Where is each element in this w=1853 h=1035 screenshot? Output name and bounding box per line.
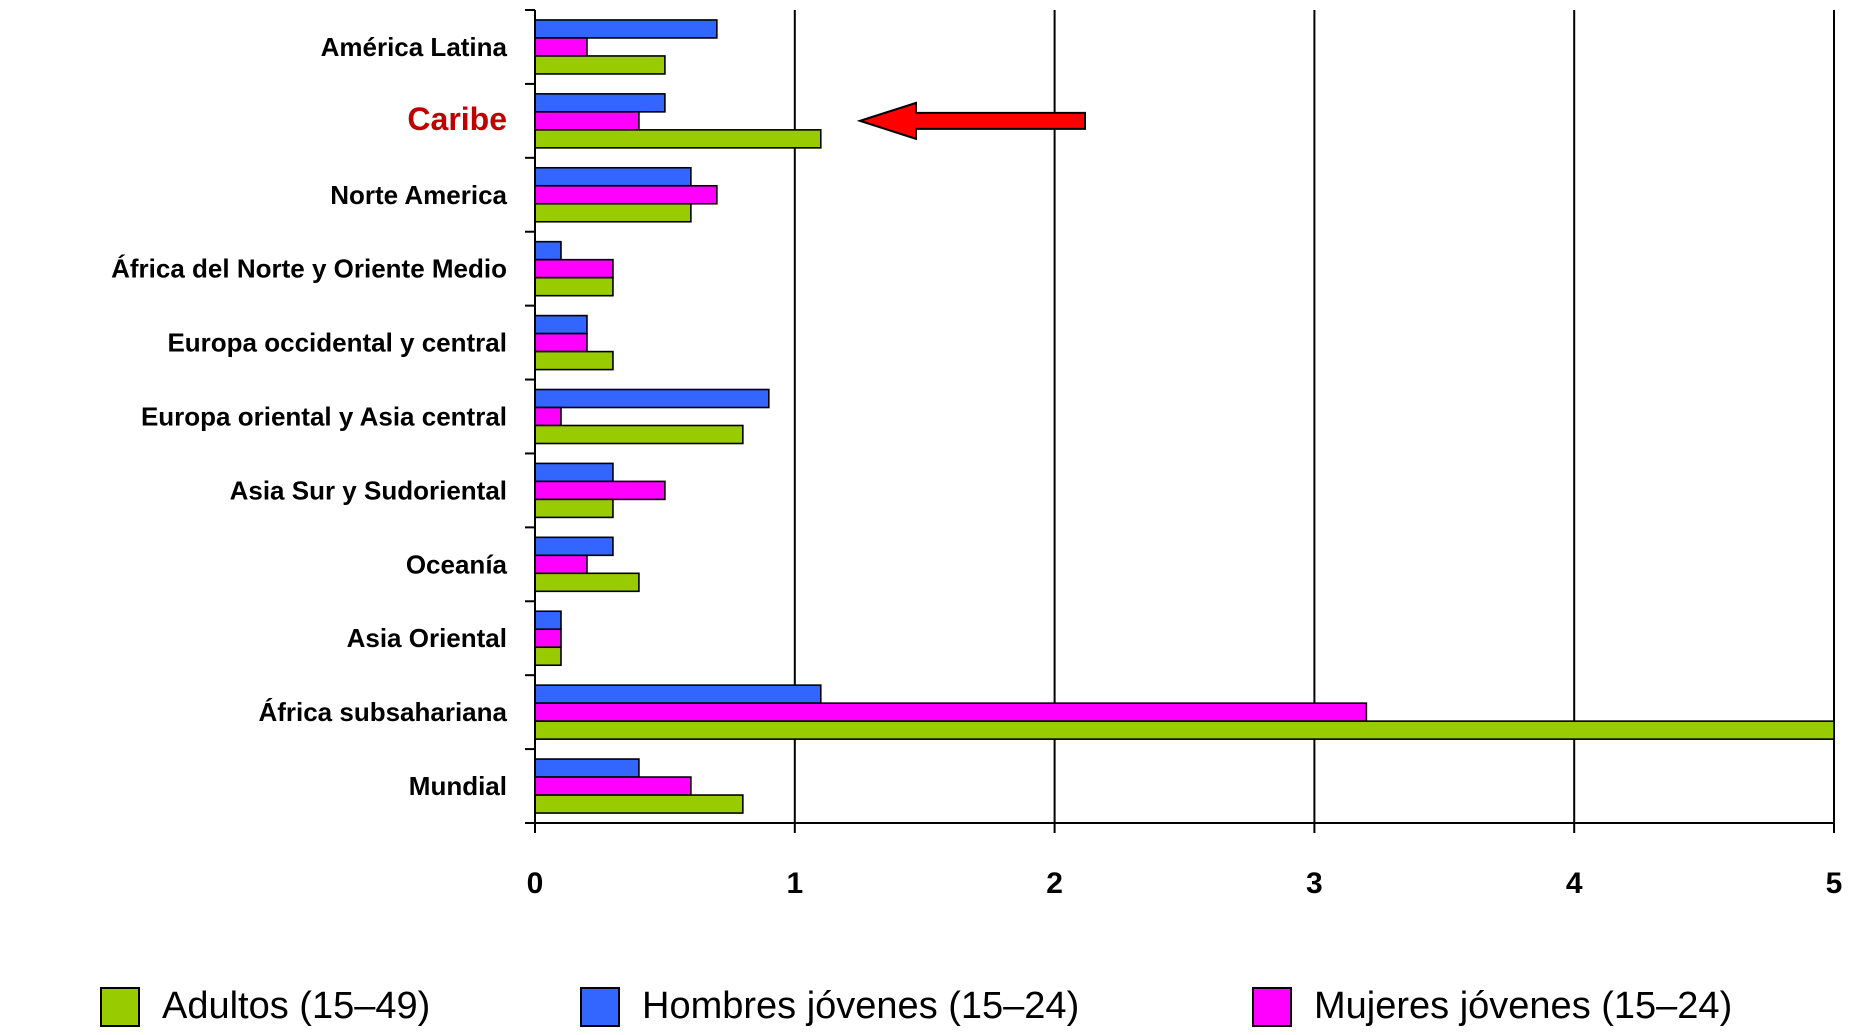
bar-europa-oriental-y-asia-central-mujeres-jovenes-15-24 (534, 406, 562, 427)
bar-africa-del-norte-y-oriente-medio-hombres-jovenes-15-24 (534, 240, 562, 261)
bar-africa-subsahariana-adultos-15-49 (534, 720, 1835, 740)
bar-europa-occidental-y-central-hombres-jovenes-15-24 (534, 314, 588, 335)
category-label-africa-del-norte-y-oriente-medio: África del Norte y Oriente Medio (111, 254, 507, 284)
x-tick-label-5: 5 (1826, 867, 1843, 900)
bar-asia-sur-y-sudoriental-mujeres-jovenes-15-24 (534, 480, 666, 501)
category-label-europa-oriental-y-asia-central: Europa oriental y Asia central (141, 402, 507, 432)
bar-caribe-hombres-jovenes-15-24 (534, 93, 666, 113)
axes (525, 9, 1835, 833)
red-arrow-annotation (856, 101, 1086, 141)
bar-america-latina-adultos-15-49 (534, 55, 666, 75)
bar-asia-sur-y-sudoriental-hombres-jovenes-15-24 (534, 462, 614, 483)
bar-asia-oriental-adultos-15-49 (534, 646, 562, 667)
bar-norte-america-hombres-jovenes-15-24 (534, 166, 692, 187)
bar-mundial-adultos-15-49 (534, 794, 744, 814)
bar-oceania-mujeres-jovenes-15-24 (534, 554, 588, 575)
bar-norte-america-mujeres-jovenes-15-24 (534, 184, 718, 205)
bar-oceania-hombres-jovenes-15-24 (534, 536, 614, 557)
bar-africa-del-norte-y-oriente-medio-mujeres-jovenes-15-24 (534, 258, 614, 279)
bar-mundial-hombres-jovenes-15-24 (534, 758, 640, 778)
bar-asia-oriental-hombres-jovenes-15-24 (534, 610, 562, 631)
bar-america-latina-hombres-jovenes-15-24 (534, 19, 718, 39)
bar-america-latina-mujeres-jovenes-15-24 (534, 37, 588, 57)
highlight-arrow (856, 101, 1086, 141)
category-label-europa-occidental-y-central: Europa occidental y central (167, 328, 507, 358)
bars (534, 19, 1835, 814)
x-tick-label-0: 0 (527, 867, 544, 900)
x-tick-label-1: 1 (786, 867, 803, 900)
legend-swatch-young-men (580, 986, 620, 1027)
category-label-africa-subsahariana: África subsahariana (258, 697, 507, 727)
legend-item-young-men: Hombres jóvenes (15–24) (580, 985, 1079, 1028)
bar-africa-subsahariana-mujeres-jovenes-15-24 (534, 702, 1368, 722)
legend-label-young-men: Hombres jóvenes (15–24) (642, 985, 1080, 1027)
legend-item-young-women: Mujeres jóvenes (15–24) (1252, 985, 1732, 1028)
bar-norte-america-adultos-15-49 (534, 202, 692, 223)
legend-label-adults: Adultos (15–49) (162, 985, 431, 1027)
bar-caribe-adultos-15-49 (534, 129, 822, 149)
bar-asia-sur-y-sudoriental-adultos-15-49 (534, 498, 614, 519)
legend-item-adults: Adultos (15–49) (100, 985, 430, 1028)
bar-oceania-adultos-15-49 (534, 572, 640, 593)
category-label-america-latina: América Latina (321, 32, 508, 62)
x-tick-label-4: 4 (1566, 867, 1583, 900)
bar-europa-occidental-y-central-mujeres-jovenes-15-24 (534, 332, 588, 353)
legend-swatch-young-women (1252, 986, 1292, 1027)
bar-europa-oriental-y-asia-central-adultos-15-49 (534, 424, 744, 445)
legend: Adultos (15–49) Hombres jóvenes (15–24) … (0, 985, 1853, 1035)
x-tick-labels: 0 1 2 3 4 5 (527, 867, 1843, 900)
legend-swatch-adults (100, 986, 140, 1027)
bar-europa-oriental-y-asia-central-hombres-jovenes-15-24 (534, 388, 770, 409)
bar-africa-subsahariana-hombres-jovenes-15-24 (534, 684, 822, 704)
category-label-norte-america: Norte America (330, 180, 507, 210)
category-label-asia-sur-y-sudoriental: Asia Sur y Sudoriental (230, 475, 507, 505)
bar-mundial-mujeres-jovenes-15-24 (534, 776, 692, 796)
category-labels: América Latina Caribe Norte America África … (111, 32, 507, 801)
bar-africa-del-norte-y-oriente-medio-adultos-15-49 (534, 276, 614, 297)
legend-label-young-women: Mujeres jóvenes (15–24) (1314, 985, 1733, 1027)
category-label-asia-oriental: Asia Oriental (347, 623, 507, 653)
category-label-oceania: Oceanía (406, 549, 508, 579)
bar-caribe-mujeres-jovenes-15-24 (534, 111, 640, 131)
category-label-caribe: Caribe (407, 101, 507, 137)
x-tick-label-2: 2 (1046, 867, 1063, 900)
bar-asia-oriental-mujeres-jovenes-15-24 (534, 628, 562, 649)
category-label-mundial: Mundial (409, 771, 507, 801)
x-tick-label-3: 3 (1306, 867, 1323, 900)
bar-europa-occidental-y-central-adultos-15-49 (534, 350, 614, 371)
grid-lines (793, 10, 1835, 823)
